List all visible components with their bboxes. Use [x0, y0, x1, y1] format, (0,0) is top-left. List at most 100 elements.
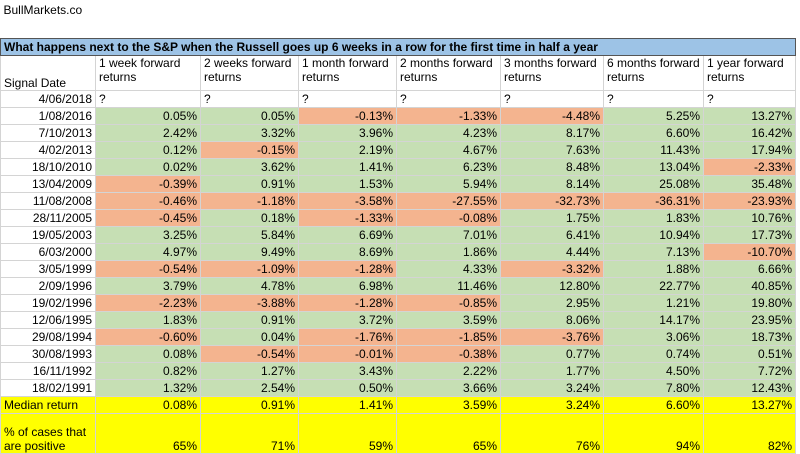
- return-cell: 22.77%: [603, 277, 704, 295]
- return-cell: 3.66%: [396, 379, 501, 397]
- return-cell: 0.91%: [200, 175, 299, 193]
- return-cell: 1.21%: [603, 294, 704, 312]
- return-cell: 6.23%: [396, 158, 501, 176]
- return-cell: -0.15%: [200, 141, 299, 159]
- data-row: 11/08/2008 -0.46% -1.18% -3.58% -27.55% -32.7…: [0, 192, 797, 210]
- header-row: Signal Date 1 week forward returns 2 weeks…: [0, 55, 797, 91]
- signal-date: 19/02/1996: [0, 294, 96, 312]
- return-cell: 9.49%: [200, 243, 299, 261]
- return-cell: 12.80%: [500, 277, 604, 295]
- return-cell: 16.42%: [702, 124, 797, 142]
- return-cell: -1.18%: [200, 192, 299, 210]
- return-cell: 13.27%: [702, 107, 797, 125]
- return-cell: -0.13%: [298, 107, 397, 125]
- return-cell: 2.42%: [95, 124, 201, 142]
- return-cell: ?: [702, 90, 797, 108]
- summary-cell: 94%: [603, 413, 704, 454]
- return-cell: 3.25%: [95, 226, 201, 244]
- summary-cell: 82%: [702, 413, 797, 454]
- return-cell: 0.02%: [95, 158, 201, 176]
- return-cell: 40.85%: [702, 277, 797, 295]
- return-cell: ?: [396, 90, 501, 108]
- data-row: 4/06/2018???????: [0, 90, 797, 108]
- return-cell: 3.06%: [603, 328, 704, 346]
- signal-date: 2/09/1996: [0, 277, 96, 295]
- return-cell: 7.63%: [500, 141, 604, 159]
- signal-date: 6/03/2000: [0, 243, 96, 261]
- signal-date: 19/05/2003: [0, 226, 96, 244]
- return-cell: 8.14%: [500, 175, 604, 193]
- return-cell: -1.85%: [396, 328, 501, 346]
- data-row: 16/11/1992 0.82% 1.27% 3.43% 2.22% 1.77% 4.50%…: [0, 362, 797, 380]
- return-cell: 2.54%: [200, 379, 299, 397]
- column-header: 2 months forward returns: [396, 55, 501, 91]
- summary-cell: 0.91%: [200, 396, 299, 414]
- return-cell: -1.28%: [298, 294, 397, 312]
- return-cell: 0.51%: [702, 345, 797, 363]
- return-cell: 1.32%: [95, 379, 201, 397]
- signal-date: 12/06/1995: [0, 311, 96, 329]
- return-cell: 1.86%: [396, 243, 501, 261]
- return-cell: 0.74%: [603, 345, 704, 363]
- return-cell: 10.94%: [603, 226, 704, 244]
- return-cell: 6.66%: [702, 260, 797, 278]
- signal-date: 13/04/2009: [0, 175, 96, 193]
- column-header: 3 months forward returns: [500, 55, 604, 91]
- summary-cell: 3.59%: [396, 396, 501, 414]
- summary-label: % of cases that are positive: [0, 413, 96, 454]
- signal-date: 7/10/2013: [0, 124, 96, 142]
- return-cell: 6.69%: [298, 226, 397, 244]
- return-cell: 8.17%: [500, 124, 604, 142]
- data-row: 6/03/2000 4.97% 9.49% 8.69% 1.86% 4.44% 7.13% -…: [0, 243, 797, 261]
- return-cell: 35.48%: [702, 175, 797, 193]
- signal-date: 4/02/2013: [0, 141, 96, 159]
- return-cell: 1.77%: [500, 362, 604, 380]
- return-cell: 7.01%: [396, 226, 501, 244]
- return-cell: -0.54%: [95, 260, 201, 278]
- data-row: 30/08/1993 0.08% -0.54% -0.01% -0.38% 0.77% 0.…: [0, 345, 797, 363]
- data-row: 19/02/1996 -2.23% -3.88% -1.28% -0.85% 2.95% 1…: [0, 294, 797, 312]
- title-row: What happens next to the S&P when the Ru…: [0, 38, 797, 56]
- return-cell: 4.50%: [603, 362, 704, 380]
- site-name: BullMarkets.co: [3, 3, 83, 17]
- return-cell: -1.76%: [298, 328, 397, 346]
- return-cell: -36.31%: [603, 192, 704, 210]
- return-cell: ?: [95, 90, 201, 108]
- return-cell: -0.85%: [396, 294, 501, 312]
- return-cell: 0.04%: [200, 328, 299, 346]
- return-cell: 17.73%: [702, 226, 797, 244]
- return-cell: 7.80%: [603, 379, 704, 397]
- signal-date: 1/08/2016: [0, 107, 96, 125]
- return-cell: 2.22%: [396, 362, 501, 380]
- return-cell: -0.01%: [298, 345, 397, 363]
- data-row: 18/02/1991 1.32% 2.54% 0.50% 3.66% 3.24% 7.80%…: [0, 379, 797, 397]
- data-row: 2/09/1996 3.79% 4.78% 6.98% 11.46% 12.80% 22.7…: [0, 277, 797, 295]
- return-cell: 3.79%: [95, 277, 201, 295]
- return-cell: 14.17%: [603, 311, 704, 329]
- summary-cell: 1.41%: [298, 396, 397, 414]
- return-cell: 3.59%: [396, 311, 501, 329]
- return-cell: -0.60%: [95, 328, 201, 346]
- return-cell: 3.43%: [298, 362, 397, 380]
- return-cell: -3.76%: [500, 328, 604, 346]
- return-cell: 0.82%: [95, 362, 201, 380]
- summary-cell: 59%: [298, 413, 397, 454]
- return-cell: 4.44%: [500, 243, 604, 261]
- data-row: 28/11/2005 -0.45% 0.18% -1.33% -0.08% 1.75% 1.…: [0, 209, 797, 227]
- return-cell: 3.72%: [298, 311, 397, 329]
- return-cell: 0.05%: [200, 107, 299, 125]
- return-cell: -1.33%: [396, 107, 501, 125]
- return-cell: 4.33%: [396, 260, 501, 278]
- summary-cell: 0.08%: [95, 396, 201, 414]
- return-cell: -32.73%: [500, 192, 604, 210]
- return-cell: 0.91%: [200, 311, 299, 329]
- return-cell: -1.09%: [200, 260, 299, 278]
- return-cell: 1.53%: [298, 175, 397, 193]
- return-cell: 4.97%: [95, 243, 201, 261]
- signal-date: 4/06/2018: [0, 90, 96, 108]
- summary-cell: 76%: [500, 413, 604, 454]
- signal-date: 18/10/2010: [0, 158, 96, 176]
- data-row: 7/10/2013 2.42% 3.32% 3.96% 4.23% 8.17% 6.60% 1…: [0, 124, 797, 142]
- return-cell: 25.08%: [603, 175, 704, 193]
